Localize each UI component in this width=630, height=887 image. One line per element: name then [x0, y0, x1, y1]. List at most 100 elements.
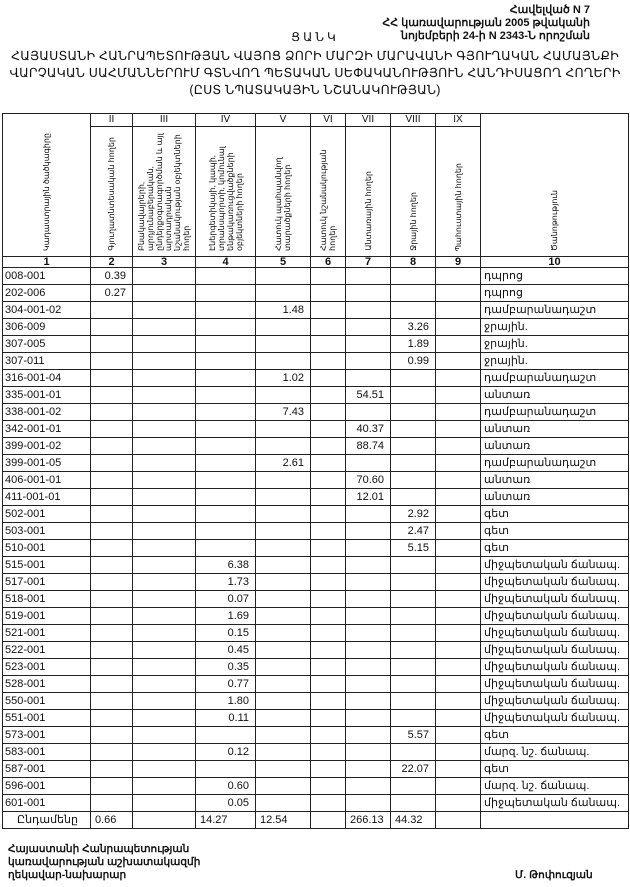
header-note: Ծանոթություն [480, 113, 629, 257]
column-number: 2 [90, 256, 133, 268]
note-cell: դամբարանադաշտ [480, 301, 629, 319]
area-cell [132, 607, 196, 625]
area-cell [255, 471, 311, 489]
note-cell: անտառ [480, 386, 629, 404]
area-cell [345, 369, 391, 387]
area-cell [310, 794, 346, 812]
area-cell [255, 573, 311, 591]
total-label: Ընդամենը [2, 811, 91, 829]
table-row: 342-001-01 40.37 անտառ [2, 420, 629, 438]
note-cell: դպրոց [480, 284, 629, 302]
area-cell [435, 658, 481, 676]
area-cell: 0.45 [195, 641, 256, 659]
area-cell: 1.73 [195, 573, 256, 591]
area-cell [435, 505, 481, 523]
table-row: 522-001 0.45 միջպետական ճանապ. [2, 641, 629, 659]
list-title: ՑԱՆԿ [291, 30, 339, 44]
note-cell: գետ [480, 522, 629, 540]
area-cell [345, 641, 391, 659]
area-cell [132, 692, 196, 710]
area-cell [435, 335, 481, 353]
cadastral-code-cell: 399-001-05 [2, 454, 91, 472]
annex-number: Հավելված N 7 [509, 4, 590, 16]
area-cell [132, 539, 196, 557]
area-cell [195, 760, 256, 778]
area-cell [310, 726, 346, 744]
cadastral-code-cell: 601-001 [2, 794, 91, 812]
area-cell [132, 369, 196, 387]
area-cell [90, 760, 133, 778]
area-cell [310, 386, 346, 404]
area-cell [255, 386, 311, 404]
area-cell [255, 658, 311, 676]
roman-numeral: IV [195, 113, 256, 127]
area-cell [390, 641, 436, 659]
area-cell [435, 369, 481, 387]
cadastral-code-cell: 304-001-02 [2, 301, 91, 319]
area-cell [345, 760, 391, 778]
cadastral-code-cell: 517-001 [2, 573, 91, 591]
area-cell [435, 675, 481, 693]
area-cell [90, 709, 133, 727]
area-cell [132, 318, 196, 336]
area-cell [345, 794, 391, 812]
cadastral-code-cell: 307-005 [2, 335, 91, 353]
area-cell [390, 743, 436, 761]
area-cell [310, 641, 346, 659]
total-value-cell: 12.54 [255, 811, 311, 829]
table-row: 521-001 0.15 միջպետական ճանապ. [2, 624, 629, 642]
table-row: 399-001-02 88.74 անտառ [2, 437, 629, 455]
column-number: 7 [345, 256, 391, 268]
column-number-row: 1 2 3 4 5 6 7 8 9 10 [2, 256, 629, 268]
note-cell: գետ [480, 505, 629, 523]
signatory-position-line: կառավարության աշխատակազմի [8, 856, 201, 868]
table-row: 523-001 0.35 միջպետական ճանապ. [2, 658, 629, 676]
area-cell: 0.11 [195, 709, 256, 727]
area-cell: 0.07 [195, 590, 256, 608]
title-line-3: (ԸՍՏ ՆՊԱՏԱԿԱՅԻՆ ՆՇԱՆԱԿՈՒԹՅԱՆ) [189, 83, 441, 97]
area-cell [345, 658, 391, 676]
area-cell [310, 777, 346, 795]
table-row: 306-009 3.26 ջրային. [2, 318, 629, 336]
area-cell [195, 284, 256, 302]
area-cell [435, 692, 481, 710]
area-cell [255, 641, 311, 659]
area-cell [345, 284, 391, 302]
area-cell [345, 590, 391, 608]
cadastral-code-cell: 503-001 [2, 522, 91, 540]
area-cell [255, 522, 311, 540]
area-cell [390, 267, 436, 285]
table-row: 338-001-02 7.43 դամբարանադաշտ [2, 403, 629, 421]
area-cell: 7.43 [255, 403, 311, 421]
cadastral-code-cell: 587-001 [2, 760, 91, 778]
table-row: 551-001 0.11 միջպետական ճանապ. [2, 709, 629, 727]
area-cell [132, 641, 196, 659]
area-cell [255, 505, 311, 523]
area-cell [310, 301, 346, 319]
area-cell [90, 471, 133, 489]
area-cell [435, 607, 481, 625]
area-cell [435, 301, 481, 319]
header-protected: Հատուկ պահպանվող տարածքների հողեր [255, 126, 311, 257]
area-cell [390, 675, 436, 693]
area-cell [345, 352, 391, 370]
area-cell [345, 607, 391, 625]
note-cell: անտառ [480, 471, 629, 489]
area-cell [132, 590, 196, 608]
area-cell [310, 573, 346, 591]
cadastral-code-cell: 335-001-01 [2, 386, 91, 404]
table-row: 304-001-02 1.48 դամբարանադաշտ [2, 301, 629, 319]
area-cell [435, 403, 481, 421]
cadastral-code-cell: 583-001 [2, 743, 91, 761]
cadastral-code-cell: 008-001 [2, 267, 91, 285]
area-cell: 54.51 [345, 386, 391, 404]
area-cell [132, 471, 196, 489]
area-cell [310, 539, 346, 557]
roman-header-row: Կադաստրային ծածկագիրը II III IV V VI VII… [2, 113, 629, 257]
area-cell [310, 369, 346, 387]
area-cell [435, 573, 481, 591]
header-forest: Անտառային հողեր [345, 126, 391, 257]
area-cell [390, 369, 436, 387]
table-row: 335-001-01 54.51 անտառ [2, 386, 629, 404]
area-cell [390, 692, 436, 710]
